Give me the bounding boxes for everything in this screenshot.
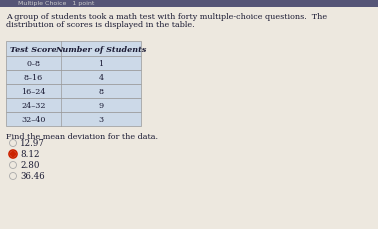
- Bar: [6, 57, 141, 71]
- Text: Multiple Choice   1 point: Multiple Choice 1 point: [18, 2, 95, 6]
- Text: Test Score: Test Score: [10, 45, 57, 53]
- Text: 3: 3: [98, 115, 104, 123]
- Bar: [6, 71, 141, 85]
- Bar: [6, 85, 141, 98]
- Text: 24–32: 24–32: [21, 101, 46, 109]
- Text: 8.12: 8.12: [20, 150, 39, 159]
- Bar: [6, 98, 141, 112]
- Text: 16–24: 16–24: [21, 88, 46, 95]
- Text: 8–16: 8–16: [24, 74, 43, 82]
- Text: 36.46: 36.46: [20, 172, 45, 181]
- Text: distribution of scores is displayed in the table.: distribution of scores is displayed in t…: [6, 21, 195, 29]
- Text: A group of students took a math test with forty multiple-choice questions.  The: A group of students took a math test wit…: [6, 13, 327, 21]
- Circle shape: [11, 152, 15, 157]
- Text: Find the mean deviation for the data.: Find the mean deviation for the data.: [6, 132, 158, 140]
- Text: 32–40: 32–40: [21, 115, 46, 123]
- Text: Number of Students: Number of Students: [55, 45, 147, 53]
- Text: 2.80: 2.80: [20, 161, 39, 170]
- Bar: [0, 0, 378, 8]
- Text: 4: 4: [98, 74, 104, 82]
- Bar: [6, 112, 141, 126]
- Text: 12.97: 12.97: [20, 139, 45, 148]
- Text: 9: 9: [98, 101, 104, 109]
- Text: 0–8: 0–8: [26, 60, 40, 68]
- Bar: [6, 42, 141, 57]
- Text: 8: 8: [99, 88, 104, 95]
- Text: 1: 1: [98, 60, 104, 68]
